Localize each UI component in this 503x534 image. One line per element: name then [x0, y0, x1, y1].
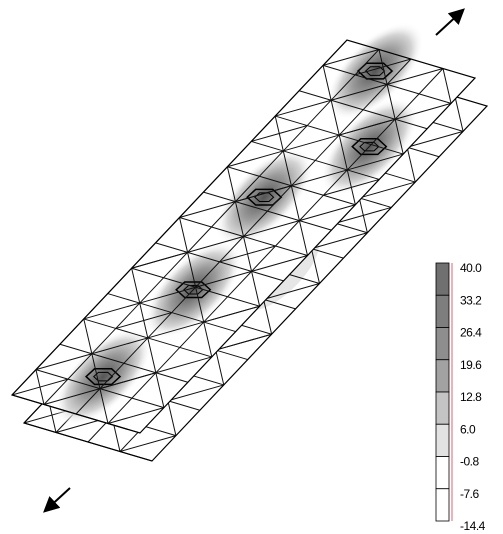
legend-swatch	[436, 360, 449, 392]
legend-label: -14.4	[460, 519, 486, 533]
legend-label: 12.8	[460, 390, 482, 404]
legend-swatch	[436, 295, 449, 327]
legend-swatch	[436, 263, 449, 295]
load-arrow	[46, 488, 70, 510]
legend: 40.0 33.2 26.4 19.6 12.8 6.0 -0.8 -7.6 -14.4	[436, 261, 486, 533]
load-arrow	[436, 11, 462, 35]
legend-swatch	[436, 489, 449, 521]
legend-swatch	[436, 328, 449, 360]
legend-swatch	[436, 424, 449, 456]
legend-swatch	[436, 457, 449, 489]
legend-label: -0.8	[460, 455, 480, 469]
mesh-figure: 40.0 33.2 26.4 19.6 12.8 6.0 -0.8 -7.6 -14.4	[0, 0, 503, 534]
upper-plate	[12, 6, 475, 442]
legend-label: 26.4	[460, 326, 482, 340]
legend-label: 6.0	[460, 422, 476, 436]
legend-label: 40.0	[460, 261, 482, 275]
legend-swatch	[436, 392, 449, 424]
legend-label: 19.6	[460, 358, 482, 372]
legend-label: -7.6	[460, 487, 480, 501]
legend-label: 33.2	[460, 293, 482, 307]
